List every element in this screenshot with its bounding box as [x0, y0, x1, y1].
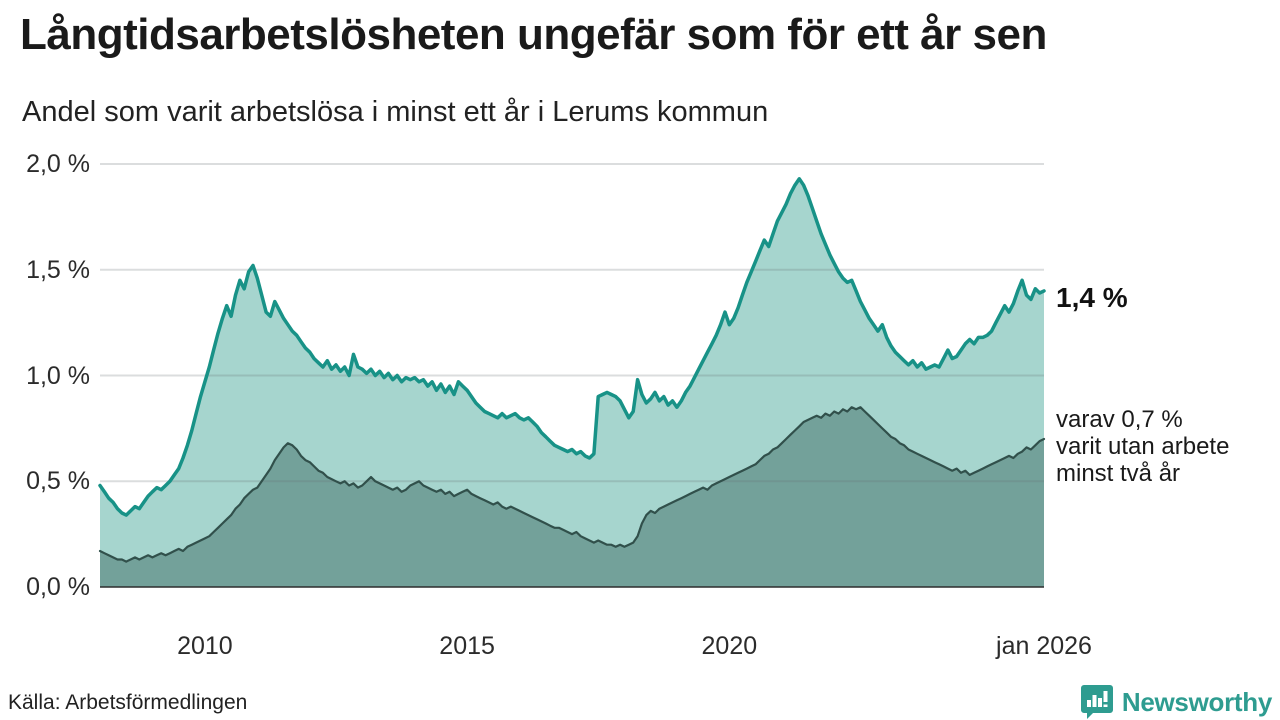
y-axis-label: 0,5 %	[26, 467, 90, 496]
brand-logo: Newsworthy	[1080, 684, 1272, 720]
source-credit: Källa: Arbetsförmedlingen	[8, 691, 248, 714]
brand-name: Newsworthy	[1121, 686, 1272, 717]
breakdown-line-3: minst två år	[1056, 460, 1181, 487]
breakdown-annotation: varav 0,7 % varit utan arbete minst två …	[1056, 406, 1229, 487]
y-axis-label: 1,5 %	[26, 255, 90, 284]
area-fill	[100, 407, 1044, 587]
chart-subtitle: Andel som varit arbetslösa i minst ett å…	[22, 96, 769, 128]
x-axis-label: 2015	[439, 632, 495, 660]
series-line	[98, 406, 1046, 563]
y-axis-label: 2,0 %	[26, 150, 90, 178]
x-axis-label: 2010	[177, 632, 233, 660]
page-title: Långtidsarbetslösheten ungefär som för e…	[20, 10, 1047, 59]
y-axis-label: 0,0 %	[26, 573, 90, 601]
latest-value-label: 1,4 %	[1056, 282, 1128, 313]
series-line	[98, 177, 1046, 517]
x-axis-label: jan 2026	[996, 632, 1092, 660]
newsworthy-logo-icon	[1080, 685, 1113, 719]
y-axis-label: 1,0 %	[26, 361, 90, 390]
breakdown-line-1: varav 0,7 %	[1056, 406, 1183, 433]
x-axis-label: 2020	[701, 632, 758, 660]
breakdown-line-2: varit utan arbete	[1056, 433, 1230, 460]
